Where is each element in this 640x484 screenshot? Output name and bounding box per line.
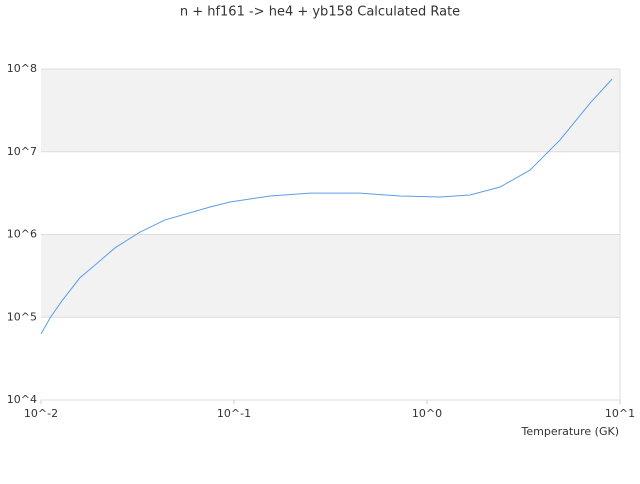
x-tick-label: 10^1	[605, 407, 635, 420]
band	[41, 69, 620, 152]
x-tick-label: 10^-1	[217, 407, 251, 420]
band	[41, 234, 620, 318]
x-tick-label: 10^-2	[24, 407, 58, 420]
data-line	[40, 78, 613, 335]
y-tick-label: 10^8	[7, 62, 37, 75]
y-tick-label: 10^6	[7, 228, 37, 241]
y-tick-label: 10^4	[7, 393, 37, 406]
chart-title: n + hf161 -> he4 + yb158 Calculated Rate	[180, 5, 460, 20]
x-axis-label: Temperature (GK)	[521, 425, 620, 438]
x-tick-label: 10^0	[412, 407, 442, 420]
y-tick-label: 10^7	[7, 145, 37, 158]
y-tick-label: 10^5	[7, 310, 37, 323]
